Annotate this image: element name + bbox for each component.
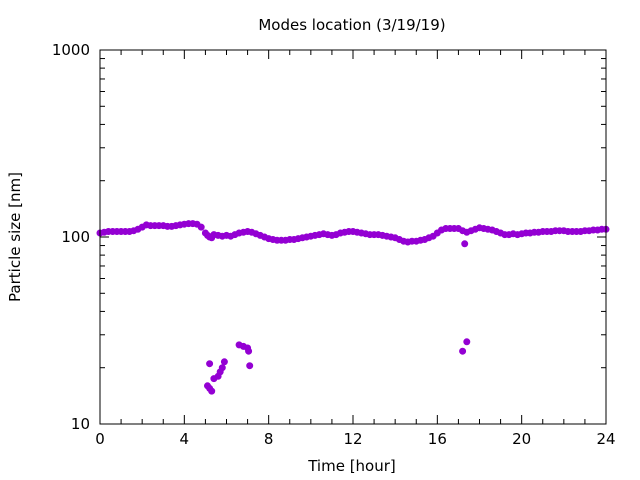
y-tick-label: 100 [61,228,90,246]
data-point [245,347,253,355]
data-point [463,338,471,346]
x-tick-label: 24 [596,430,615,448]
data-point [218,364,226,372]
x-tick-label: 8 [264,430,274,448]
y-tick-label: 10 [71,415,90,433]
x-tick-label: 0 [95,430,105,448]
x-axis-label: Time [hour] [307,457,396,475]
data-point [208,387,216,395]
plot-frame [99,49,607,425]
x-tick-label: 4 [180,430,190,448]
data-point [220,358,228,366]
x-tick-label: 12 [343,430,362,448]
data-point [206,360,214,368]
y-tick-label: 1000 [52,41,90,59]
chart-title: Modes location (3/19/19) [258,16,445,34]
y-axis-label: Particle size [nm] [6,172,24,302]
data-point [246,362,254,370]
y-axis-ticks: 10 100 1000 [52,41,606,433]
x-tick-label: 20 [512,430,531,448]
data-points [96,220,610,395]
x-tick-label: 16 [428,430,447,448]
data-point [459,347,467,355]
data-point [197,223,205,231]
x-axis-ticks: 0 4 8 12 16 20 24 [95,50,616,448]
data-point [461,240,469,248]
